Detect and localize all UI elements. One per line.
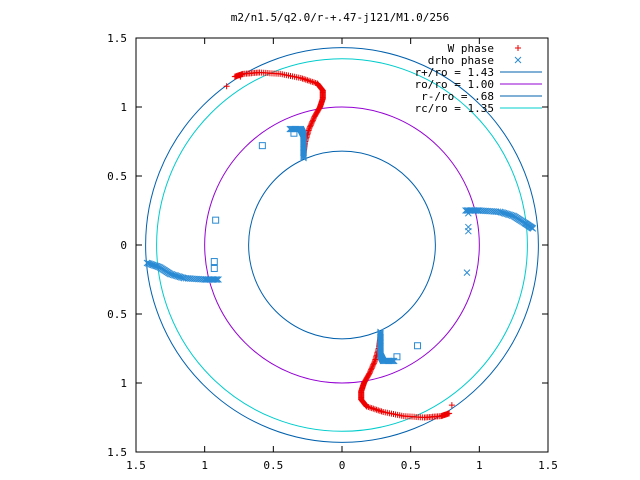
- drho-phase-point: [414, 342, 422, 350]
- drho-phase-point: [212, 216, 220, 224]
- drho-phase-point: [390, 357, 398, 365]
- drho-phase-point: [258, 142, 266, 150]
- legend-label: W phase: [448, 42, 494, 55]
- x-tick-label: 0.5: [263, 459, 283, 472]
- reference-circle: [248, 150, 436, 340]
- chart-title: m2/n1.5/q2.0/r-+.47-j121/M1.0/256: [231, 11, 450, 24]
- x-tick-label: 1: [201, 459, 208, 472]
- y-tick-label: 1: [120, 101, 127, 114]
- legend-label: rc/ro = 1.35: [415, 102, 494, 115]
- reference-circle: [156, 58, 528, 432]
- legend-label: r-/ro = .68: [421, 90, 494, 103]
- y-tick-label: 0.5: [107, 308, 127, 321]
- legend-label: ro/ro = 1.00: [415, 78, 494, 91]
- x-tick-label: 0.5: [401, 459, 421, 472]
- w-phase-point: [223, 83, 230, 90]
- w-phase-point: [448, 402, 455, 409]
- drho-phase-point: [210, 264, 218, 272]
- reference-circle: [204, 106, 480, 384]
- y-tick-label: 0: [120, 239, 127, 252]
- circle-layer: [145, 47, 539, 443]
- x-tick-label: 0: [339, 459, 346, 472]
- w-phase-point: [231, 73, 238, 80]
- drho-phase-point: [286, 125, 294, 133]
- drho-phase-point: [143, 259, 151, 267]
- x-tick-label: 1.5: [126, 459, 146, 472]
- drho-phase-point: [288, 125, 296, 133]
- drho-phase-point: [389, 357, 397, 365]
- drho-phase-point: [210, 258, 218, 266]
- drho-phase-point: [290, 129, 298, 137]
- drho-phase-point: [144, 260, 152, 267]
- y-tick-label: 1.5: [107, 446, 127, 459]
- legend-marker: [514, 56, 522, 64]
- drho-phase-point: [393, 353, 401, 361]
- w-phase-point: [446, 410, 453, 417]
- legend-label: r+/ro = 1.43: [415, 66, 494, 79]
- drho-phase-point: [529, 225, 537, 232]
- x-tick-label: 1: [476, 459, 483, 472]
- y-tick-label: 1: [120, 377, 127, 390]
- legend-label: drho phase: [428, 54, 494, 67]
- drho-phase-point: [463, 269, 471, 276]
- marks-layer: [143, 69, 537, 421]
- axes-layer: 1.5 1 0.5 0 0.5 1 1.51.510.500.511.5: [107, 32, 558, 472]
- y-tick-label: 0.5: [107, 170, 127, 183]
- drho-phase-point: [464, 209, 472, 217]
- legend-marker: [515, 45, 521, 51]
- x-tick-label: 1.5: [538, 459, 558, 472]
- w-phase-point: [237, 73, 244, 80]
- drho-phase-point: [287, 125, 295, 133]
- y-tick-label: 1.5: [107, 32, 127, 45]
- reference-circle: [145, 47, 539, 443]
- drho-phase-point: [464, 227, 472, 235]
